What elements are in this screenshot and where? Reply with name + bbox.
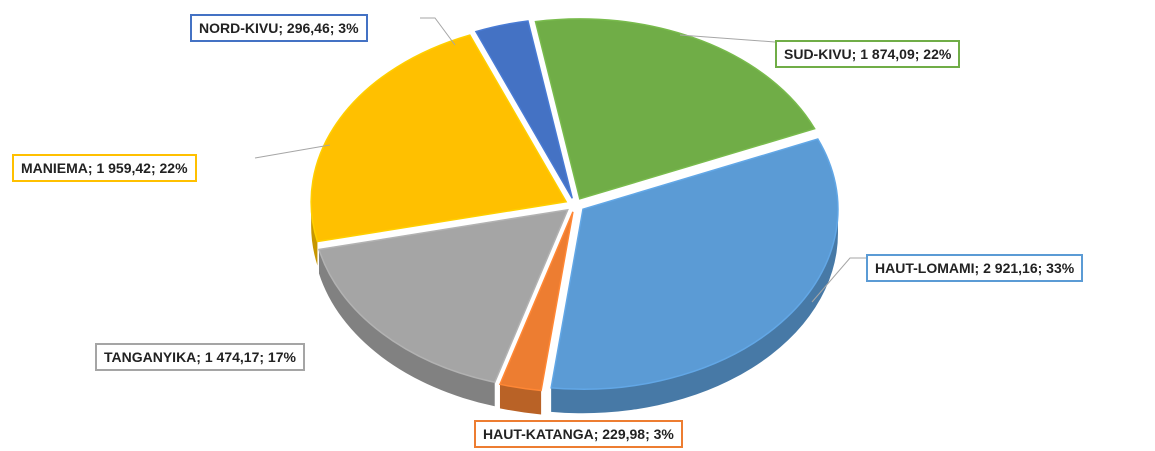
label-part: TANGANYIKA bbox=[104, 349, 197, 365]
label-part: 17% bbox=[267, 349, 296, 365]
slice bbox=[550, 138, 839, 390]
leader-line bbox=[420, 17, 456, 46]
label-part: 2 921,16 bbox=[983, 260, 1038, 276]
label-part: ; bbox=[196, 349, 205, 365]
label-part: 229,98 bbox=[602, 426, 646, 442]
slice-side bbox=[551, 209, 838, 414]
label-part: ; bbox=[914, 46, 924, 62]
data-label: MANIEMA; 1 959,42; 22% bbox=[12, 154, 197, 182]
label-part: ; bbox=[645, 426, 654, 442]
leader-line bbox=[254, 144, 331, 159]
label-part: 3% bbox=[338, 20, 359, 36]
label-part: ; bbox=[150, 160, 160, 176]
slice bbox=[534, 18, 816, 200]
slice-side bbox=[499, 384, 542, 415]
label-part: NORD-KIVU bbox=[199, 20, 279, 36]
label-part: 1 474,17 bbox=[204, 349, 260, 365]
data-label: SUD-KIVU; 1 874,09; 22% bbox=[775, 40, 961, 68]
data-label: TANGANYIKA; 1 474,17; 17% bbox=[95, 343, 305, 371]
slice bbox=[318, 208, 569, 384]
label-part: ; bbox=[851, 46, 861, 62]
label-part: ; bbox=[278, 20, 287, 36]
leader-line bbox=[811, 257, 866, 303]
label-part: 22% bbox=[923, 46, 952, 62]
label-part: 1 959,42 bbox=[96, 160, 151, 176]
label-part: ; bbox=[329, 20, 339, 36]
slice bbox=[310, 34, 568, 243]
slice bbox=[498, 211, 574, 392]
label-part: ; bbox=[259, 349, 268, 365]
label-part: 296,46 bbox=[286, 20, 330, 36]
label-part: HAUT-KATANGA bbox=[483, 426, 594, 442]
slice bbox=[474, 20, 573, 199]
label-part: ; bbox=[1037, 260, 1047, 276]
data-label: HAUT-LOMAMI; 2 921,16; 33% bbox=[866, 254, 1084, 282]
label-part: 1 874,09 bbox=[860, 46, 915, 62]
label-part: 33% bbox=[1046, 260, 1075, 276]
label-part: SUD-KIVU bbox=[784, 46, 852, 62]
label-part: MANIEMA bbox=[21, 160, 88, 176]
label-part: ; bbox=[87, 160, 97, 176]
label-part: HAUT-LOMAMI bbox=[875, 260, 975, 276]
data-label: HAUT-KATANGA; 229,98; 3% bbox=[474, 420, 683, 448]
label-part: 22% bbox=[159, 160, 188, 176]
slice-side bbox=[318, 249, 495, 407]
data-label: NORD-KIVU; 296,46; 3% bbox=[190, 14, 368, 42]
label-part: 3% bbox=[653, 426, 674, 442]
label-part: ; bbox=[593, 426, 603, 442]
leader-line bbox=[679, 34, 776, 43]
label-part: ; bbox=[974, 260, 984, 276]
slice-side bbox=[311, 201, 318, 266]
